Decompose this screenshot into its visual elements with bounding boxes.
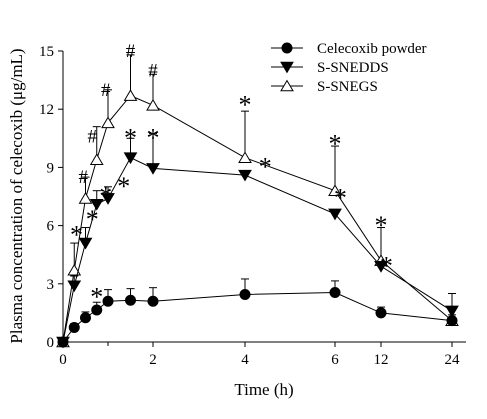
legend-label: S-SNEDDS xyxy=(317,60,389,76)
x-tick-label: 0 xyxy=(59,352,67,368)
series-celecoxib-powder xyxy=(57,278,458,348)
data-point xyxy=(125,294,136,306)
legend: Celecoxib powder S-SNEDDS S-SNEGS xyxy=(271,41,427,95)
series-line xyxy=(62,292,453,343)
series-s-snegs xyxy=(56,54,459,348)
data-point xyxy=(80,312,91,324)
x-axis-ticks: 0 2 4 6 12 24 xyxy=(59,342,460,368)
data-point xyxy=(280,61,294,74)
significance-markers: **** ** *******##### xyxy=(70,41,393,312)
data-point xyxy=(123,152,138,165)
significance-star: * xyxy=(334,184,347,213)
legend-item: S-SNEGS xyxy=(271,79,378,95)
y-tick-label: 3 xyxy=(47,277,55,293)
data-point xyxy=(67,280,82,293)
data-point xyxy=(328,184,342,196)
series-line xyxy=(62,95,453,343)
data-point xyxy=(375,307,387,319)
x-tick-label: 4 xyxy=(241,352,249,368)
data-point xyxy=(329,287,341,299)
significance-star: * xyxy=(124,123,137,152)
x-tick-label: 24 xyxy=(445,352,461,368)
y-tick-label: 15 xyxy=(39,44,54,60)
significance-star: * xyxy=(380,252,393,281)
significance-hash: # xyxy=(79,167,89,188)
y-axis-ticks: 0 3 6 9 12 15 xyxy=(39,44,63,351)
x-tick-label: 12 xyxy=(374,352,389,368)
significance-star: * xyxy=(329,129,342,158)
significance-star: * xyxy=(70,220,83,249)
significance-hash: # xyxy=(148,60,158,81)
significance-hash: # xyxy=(101,80,111,101)
data-point xyxy=(102,295,114,307)
data-point xyxy=(101,116,115,129)
data-point xyxy=(101,193,115,205)
y-tick-label: 9 xyxy=(47,160,55,176)
data-point xyxy=(446,315,458,327)
data-point xyxy=(147,295,159,307)
data-point xyxy=(238,151,252,163)
y-tick-label: 6 xyxy=(47,219,55,235)
data-point xyxy=(91,304,103,316)
plot-axes xyxy=(62,51,466,343)
x-axis-title: Time (h) xyxy=(234,380,293,399)
data-point xyxy=(123,89,138,101)
significance-star: * xyxy=(375,211,388,240)
data-point xyxy=(239,288,251,300)
significance-star: * xyxy=(99,182,112,211)
significance-star: * xyxy=(90,283,103,312)
y-tick-label: 0 xyxy=(47,335,55,351)
data-point xyxy=(280,79,294,92)
legend-item: S-SNEDDS xyxy=(271,60,389,76)
legend-item: Celecoxib powder xyxy=(271,41,427,57)
data-point xyxy=(57,336,69,348)
x-tick-label: 6 xyxy=(331,352,339,368)
significance-star: * xyxy=(147,123,160,152)
significance-hash: # xyxy=(126,41,136,62)
y-axis-title: Plasma concentration of celecoxib (μg/mL… xyxy=(7,48,26,343)
data-point xyxy=(89,198,104,211)
significance-star: * xyxy=(117,172,130,201)
series-layer xyxy=(56,54,459,349)
y-tick-label: 12 xyxy=(39,102,54,118)
data-point xyxy=(328,208,342,221)
data-point xyxy=(374,261,388,273)
data-point xyxy=(78,237,93,250)
significance-star: * xyxy=(239,91,252,120)
significance-star: * xyxy=(259,153,272,182)
data-point xyxy=(445,305,459,318)
significance-hash: # xyxy=(88,126,98,147)
data-point xyxy=(89,153,104,165)
significance-star: * xyxy=(86,205,99,234)
data-point xyxy=(146,98,160,111)
series-s-snedds xyxy=(56,132,459,349)
legend-label: S-SNEGS xyxy=(317,79,378,95)
x-tick-label: 2 xyxy=(149,352,157,368)
data-point xyxy=(78,192,93,204)
data-point xyxy=(146,163,160,175)
legend-label: Celecoxib powder xyxy=(317,41,427,57)
data-point xyxy=(68,321,80,333)
data-point xyxy=(238,169,252,182)
data-point xyxy=(281,42,293,54)
